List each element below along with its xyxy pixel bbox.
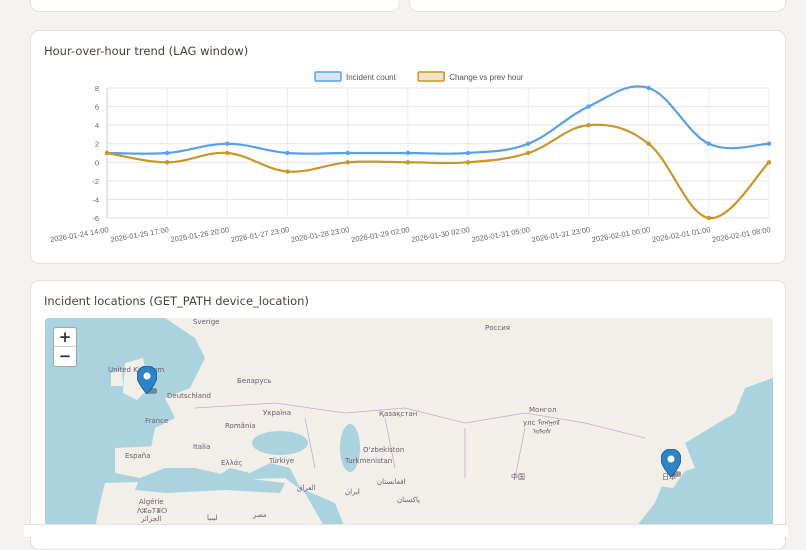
series-2-point — [164, 160, 170, 165]
series-2-point — [465, 160, 471, 165]
series-2-point — [104, 150, 110, 156]
series-1-point — [164, 150, 170, 156]
legend-swatch-2 — [417, 71, 445, 82]
series-1-point — [706, 141, 712, 146]
top-card-left — [30, 0, 400, 12]
x-tick-label: 2026-01-28 23:00 — [290, 225, 350, 244]
series-2-point — [225, 150, 230, 156]
map-card-title: Incident locations (GET_PATH device_loca… — [44, 294, 309, 308]
y-tick-label: 6 — [95, 103, 99, 112]
map-label-mongol: Монгол — [529, 406, 557, 414]
y-tick-label: -6 — [92, 214, 99, 223]
map-label-belarus: Беларусь — [237, 377, 272, 385]
x-tick-label: 2026-02-01 01:00 — [651, 225, 711, 244]
x-tick-label: 2026-02-01 00:00 — [591, 225, 651, 244]
series-2-point — [526, 150, 531, 156]
series-1-point — [586, 104, 591, 109]
zoom-in-button[interactable]: + — [58, 328, 72, 346]
series-1-point — [465, 150, 471, 156]
x-tick-label: 2026-01-31 23:00 — [531, 225, 591, 244]
series-1-point — [285, 150, 290, 156]
series-2-point — [646, 141, 651, 146]
map-label-pakistan: پاکستان — [397, 496, 421, 504]
map-label-algerie: Algérie — [139, 498, 164, 506]
incident-map[interactable]: + − Sverige Россия United Kingdom Белару… — [45, 318, 773, 528]
map-label-uk: United Kingdom — [108, 366, 165, 374]
series-2-point — [345, 160, 350, 165]
y-tick-label: -4 — [92, 195, 99, 204]
y-tick-label: 8 — [95, 84, 99, 93]
x-tick-label: 2026-01-25 17:00 — [110, 225, 170, 244]
trend-card-title: Hour-over-hour trend (LAG window) — [44, 44, 249, 58]
map-marker-uk[interactable] — [137, 366, 157, 394]
series-2-point — [706, 215, 712, 221]
map-card: Incident locations (GET_PATH device_loca… — [30, 280, 786, 550]
y-tick-label: 2 — [95, 140, 99, 149]
map-label-iran: ایران — [345, 488, 360, 496]
y-tick-label: 0 — [95, 158, 99, 167]
x-tick-label: 2026-01-31 05:00 — [471, 225, 531, 244]
map-label-turkiye: Türkiye — [269, 457, 295, 465]
x-tick-label: 2026-01-24 14:00 — [49, 225, 109, 244]
series-1-point — [526, 141, 531, 146]
map-marker-japan[interactable] — [661, 449, 681, 477]
zoom-out-button[interactable]: − — [54, 346, 76, 365]
map-label-sverige: Sverige — [193, 318, 220, 326]
bottom-card-edge — [24, 524, 788, 537]
map-label-algerie-2: ⴷⵣⴰⵢⴻⵔ — [137, 507, 168, 515]
x-tick-label: 2026-01-27 23:00 — [230, 225, 290, 244]
map-zoom-control: + − — [53, 327, 77, 367]
map-label-japan: 日本 — [662, 473, 676, 481]
y-tick-label: 4 — [95, 121, 99, 130]
map-label-ellas: Ελλάς — [221, 459, 243, 467]
series-1-point — [766, 141, 772, 146]
map-label-deutschland: Deutschland — [167, 392, 211, 400]
map-label-afghanistan: افغانستان — [377, 478, 406, 486]
x-tick-label: 2026-01-29 02:00 — [350, 225, 410, 244]
map-label-kazakhstan: Қазақстан — [379, 410, 418, 418]
series-1-point — [646, 85, 651, 91]
map-label-espana: España — [125, 452, 151, 460]
map-label-romania: România — [225, 422, 256, 430]
series-2-point — [586, 122, 591, 128]
x-tick-label: 2026-01-26 20:00 — [170, 225, 230, 244]
series-1-point — [345, 150, 350, 156]
series-1-point — [405, 150, 411, 156]
map-label-algerie-3: الجزائر — [141, 515, 162, 523]
trend-chart: 8 6 4 2 0 -2 -4 -6 2026-01-24 14:00 2026-01-25 17… — [49, 71, 772, 244]
legend-label-1: Incident count — [346, 73, 397, 82]
map-label-libya: ليبيا — [207, 514, 218, 522]
series-line-2 — [106, 123, 770, 220]
legend-label-2: Change vs prev hour — [449, 73, 524, 82]
series-1-point — [225, 141, 230, 146]
x-tick-label: 2026-01-30 02:00 — [411, 225, 471, 244]
map-label-turkmenistan: Turkmenistan — [345, 457, 393, 465]
map-label-ukraina: Україна — [263, 409, 292, 417]
map-label-misr: مصر — [253, 511, 267, 519]
map-label-china: 中国 — [511, 473, 525, 481]
top-card-right — [409, 0, 786, 12]
series-2-point — [766, 160, 772, 165]
legend-swatch-1 — [314, 71, 342, 82]
map-basemap — [45, 318, 773, 528]
trend-card: Hour-over-hour trend (LAG window) 8 6 4 2 0 -… — [30, 30, 786, 264]
map-label-italia: Italia — [193, 443, 211, 451]
series-2-point — [405, 160, 411, 165]
map-label-uzbekiston: O‘zbekiston — [363, 446, 405, 454]
map-label-iraq: العراق — [297, 484, 316, 492]
map-label-rossiya: Россия — [485, 324, 510, 332]
series-2-point — [285, 169, 290, 174]
map-label-mongol-2: улс ᠮᠣᠩᠭᠣᠯ — [523, 419, 560, 427]
x-tick-label: 2026-02-01 08:00 — [711, 225, 771, 244]
map-label-mongol-3: ᠤᠯᠤᠰ — [533, 428, 552, 436]
map-label-france: France — [145, 417, 169, 425]
y-tick-label: -2 — [92, 177, 99, 186]
